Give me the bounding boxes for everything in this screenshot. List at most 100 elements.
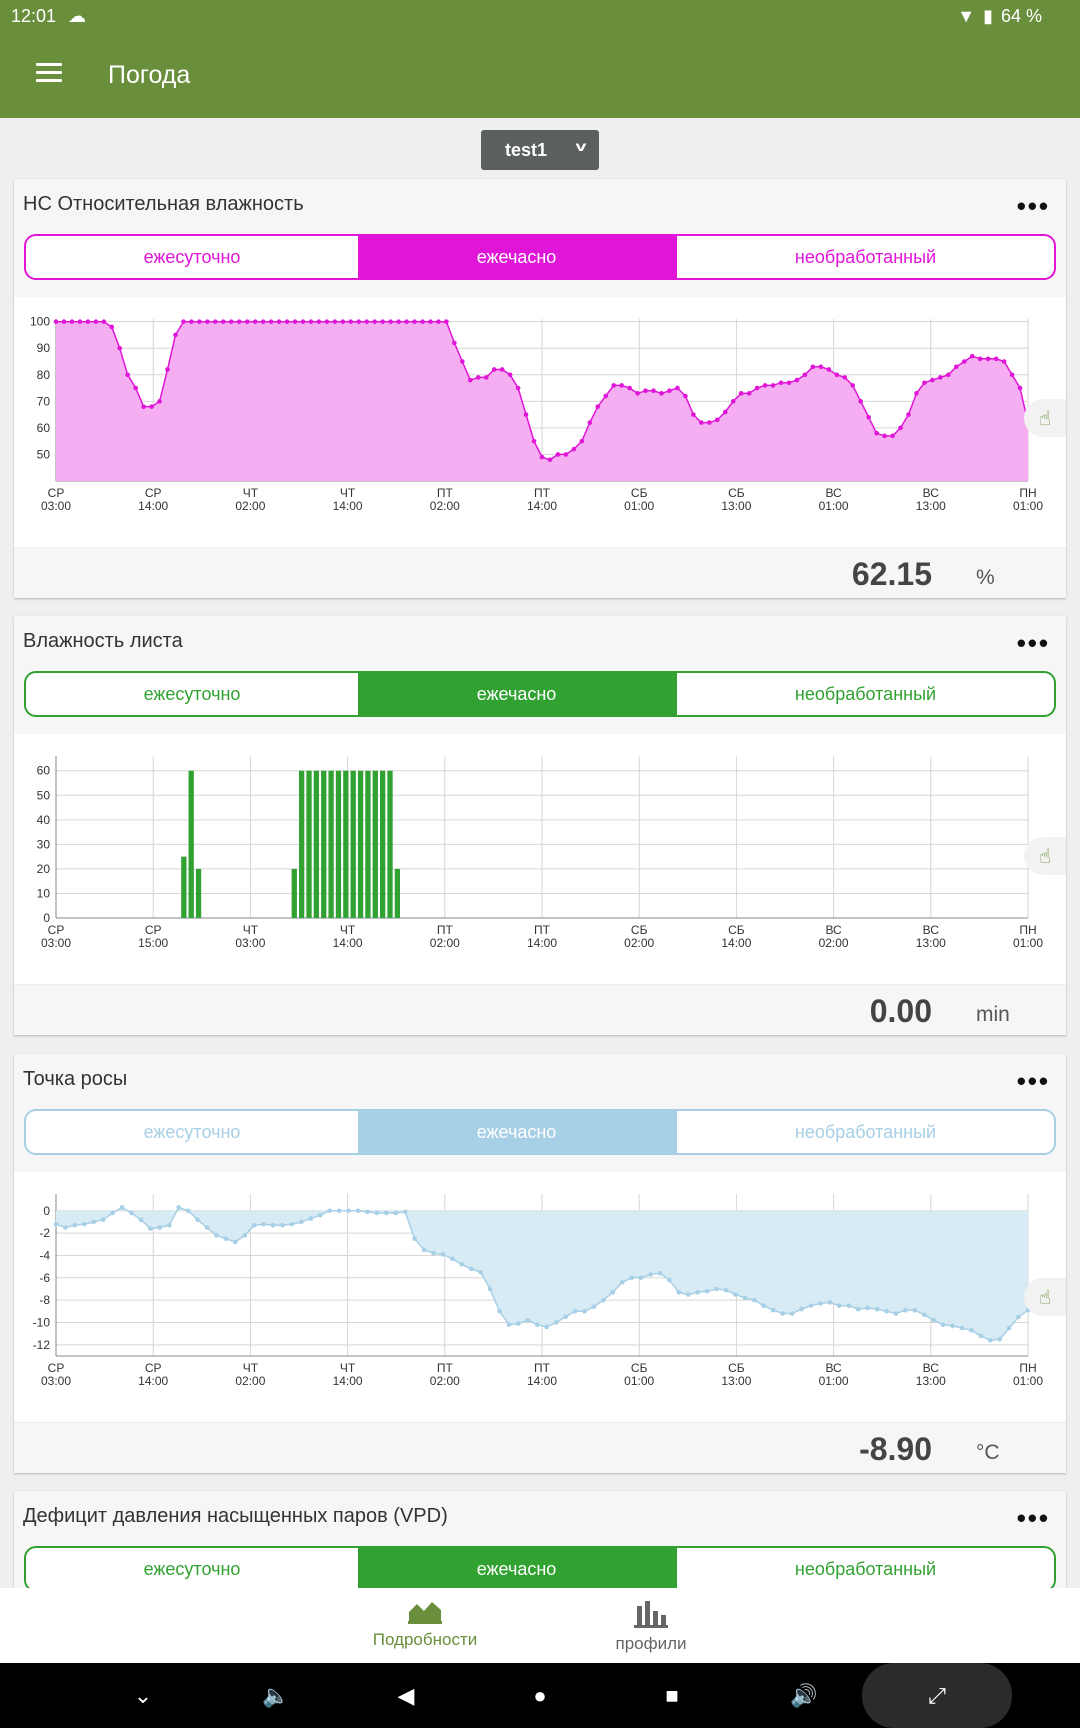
card-title: НС Относительная влажность bbox=[23, 193, 304, 215]
tab-raw[interactable]: необработанный bbox=[675, 673, 1054, 715]
x-tick-label: 01:00 bbox=[1013, 1374, 1043, 1388]
menu-icon[interactable] bbox=[36, 63, 62, 85]
data-point bbox=[707, 420, 712, 425]
more-horiz-icon[interactable]: ••• bbox=[1016, 191, 1050, 221]
data-point bbox=[125, 372, 131, 378]
data-point bbox=[675, 385, 680, 391]
y-tick-label: -8 bbox=[39, 1293, 50, 1307]
x-tick-label: 02:00 bbox=[235, 1374, 265, 1388]
hide-keyboard-icon[interactable]: ⌄ bbox=[133, 1682, 153, 1708]
data-point bbox=[244, 319, 250, 324]
x-tick-label: ВС bbox=[825, 486, 842, 500]
x-tick-label: СР bbox=[145, 1361, 162, 1375]
touch-hand-icon[interactable]: ☝ bbox=[1024, 837, 1066, 875]
tab-raw[interactable]: необработанный bbox=[675, 1548, 1054, 1590]
y-tick-label: 70 bbox=[37, 394, 51, 408]
tab-hourly[interactable]: ежечасно bbox=[358, 1111, 675, 1153]
y-tick-label: 50 bbox=[37, 788, 51, 802]
volume-up-icon[interactable]: 🔊 bbox=[790, 1682, 818, 1708]
data-point bbox=[778, 380, 784, 386]
touch-hand-icon[interactable]: ☝ bbox=[1024, 1278, 1066, 1316]
x-tick-label: ПТ bbox=[437, 486, 454, 500]
tab-daily[interactable]: ежесуточно bbox=[143, 246, 241, 267]
data-point bbox=[355, 1208, 361, 1214]
tab-hourly[interactable]: ежечасно bbox=[358, 673, 675, 715]
profile-dropdown[interactable]: test1 v bbox=[481, 130, 599, 170]
tab-raw[interactable]: необработанный bbox=[675, 1111, 1054, 1153]
data-point bbox=[525, 1317, 531, 1323]
leaf-wetness-chart[interactable]: 60 50 40 30 20 10 0 СР 03:00 СР 15:00 ЧТ 03:00 ЧТ 14:0… bbox=[14, 734, 1066, 984]
x-tick-label: 13:00 bbox=[721, 499, 751, 513]
data-point bbox=[997, 1336, 1002, 1342]
nav-details[interactable]: Подробности bbox=[366, 1598, 484, 1650]
tab-daily[interactable]: ежесуточно bbox=[143, 1121, 241, 1142]
nav-profiles[interactable]: профили bbox=[606, 1598, 696, 1654]
x-tick-label: 14:00 bbox=[527, 936, 557, 950]
screen-rotate-icon[interactable]: ⤢ bbox=[862, 1663, 1012, 1728]
data-point bbox=[82, 1221, 87, 1227]
x-tick-label: 14:00 bbox=[333, 499, 363, 513]
data-point bbox=[404, 319, 409, 324]
chart-card-leaf-wetness: Влажность листа ••• ежесуточно ежечасно … bbox=[14, 616, 1066, 1035]
x-tick-label: 02:00 bbox=[624, 936, 654, 950]
data-point bbox=[53, 319, 59, 324]
x-tick-label: СБ bbox=[631, 1361, 648, 1375]
x-tick-label: 13:00 bbox=[721, 1374, 751, 1388]
data-point bbox=[431, 1250, 436, 1256]
x-tick-label: 03:00 bbox=[41, 1374, 71, 1388]
tab-daily[interactable]: ежесуточно bbox=[143, 1558, 241, 1579]
data-point bbox=[738, 391, 744, 396]
tab-raw[interactable]: необработанный bbox=[675, 236, 1054, 278]
data-point bbox=[205, 319, 210, 324]
back-icon[interactable]: ◀ bbox=[397, 1682, 415, 1708]
card-title: Дефицит давления насыщенных паров (VPD) bbox=[23, 1505, 448, 1527]
data-point bbox=[507, 372, 513, 378]
data-point bbox=[808, 1303, 814, 1309]
data-point bbox=[268, 319, 274, 324]
data-point bbox=[553, 1320, 559, 1325]
data-point bbox=[595, 404, 601, 409]
data-point bbox=[372, 319, 377, 324]
data-point bbox=[374, 1210, 380, 1216]
data-point bbox=[912, 1307, 918, 1313]
data-point bbox=[993, 356, 999, 362]
data-point bbox=[223, 1236, 229, 1241]
data-point bbox=[959, 1325, 965, 1331]
data-point bbox=[85, 319, 91, 324]
data-point bbox=[346, 1208, 351, 1214]
dew-point-chart[interactable]: 0 -2 -4 -6 -8 -10 -12 СР 03:00 СР 14:00 ЧТ 02:00 ЧТ 14… bbox=[14, 1172, 1066, 1422]
home-icon[interactable]: ● bbox=[533, 1682, 547, 1708]
tab-daily[interactable]: ежесуточно bbox=[143, 683, 241, 704]
page-title: Погода bbox=[108, 61, 191, 89]
x-tick-label: СБ bbox=[728, 1361, 745, 1375]
data-point bbox=[582, 1309, 587, 1314]
data-point bbox=[799, 1306, 804, 1312]
touch-hand-icon[interactable]: ☝ bbox=[1024, 399, 1066, 437]
volume-down-icon[interactable]: 🔈 bbox=[262, 1682, 290, 1708]
x-tick-label: ПТ bbox=[534, 1361, 551, 1375]
more-horiz-icon[interactable]: ••• bbox=[1016, 1066, 1050, 1096]
x-tick-label: СР bbox=[145, 923, 162, 937]
bar bbox=[306, 770, 312, 918]
data-point bbox=[61, 319, 67, 324]
more-horiz-icon[interactable]: ••• bbox=[1016, 1503, 1050, 1533]
data-point bbox=[412, 1236, 417, 1241]
recents-icon[interactable]: ■ bbox=[665, 1682, 679, 1708]
app-bar: Погода bbox=[0, 32, 1080, 118]
chart-card-dew-point: Точка росы ••• ежесуточно ежечасно необр… bbox=[14, 1054, 1066, 1473]
data-point bbox=[214, 1233, 219, 1238]
tab-hourly[interactable]: ежечасно bbox=[358, 1548, 675, 1590]
humidity-chart[interactable]: 100 90 80 70 60 50 СР 03:00 СР 14:00 ЧТ 02:00 ЧТ 14:0… bbox=[14, 297, 1066, 547]
tab-hourly[interactable]: ежечасно bbox=[358, 236, 675, 278]
data-point bbox=[157, 1225, 163, 1230]
data-point bbox=[1001, 359, 1007, 364]
y-tick-label: 80 bbox=[37, 368, 51, 382]
data-point bbox=[412, 319, 417, 324]
bottom-navigation: Подробности профили bbox=[0, 1588, 1080, 1663]
data-point bbox=[629, 1275, 634, 1281]
data-point bbox=[300, 319, 306, 324]
data-point bbox=[516, 1321, 521, 1326]
x-tick-label: 14:00 bbox=[138, 1374, 168, 1388]
more-horiz-icon[interactable]: ••• bbox=[1016, 628, 1050, 658]
data-point bbox=[865, 1305, 870, 1311]
